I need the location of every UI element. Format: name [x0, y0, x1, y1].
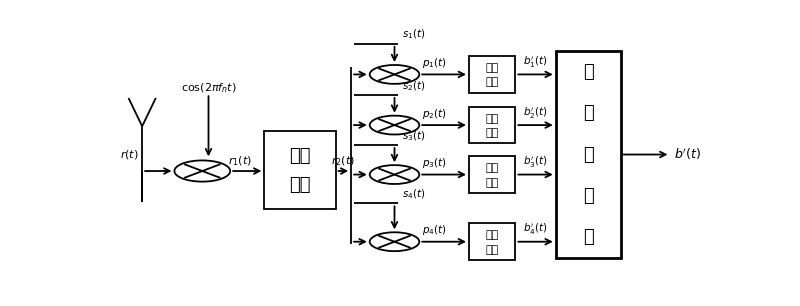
Circle shape: [370, 232, 419, 251]
Text: $\cos(2\pi f_n t)$: $\cos(2\pi f_n t)$: [181, 82, 236, 95]
Text: $b_2'(t)$: $b_2'(t)$: [523, 106, 548, 121]
Bar: [469, 156, 515, 193]
Text: 积分: 积分: [486, 114, 498, 124]
Bar: [469, 223, 515, 260]
Text: $b'(t)$: $b'(t)$: [674, 147, 701, 162]
Bar: [264, 131, 336, 209]
Text: $p_1(t)$: $p_1(t)$: [422, 56, 447, 70]
Circle shape: [370, 65, 419, 84]
Text: 判决: 判决: [486, 77, 498, 88]
Text: 积分: 积分: [486, 163, 498, 174]
Text: $r(t)$: $r(t)$: [120, 148, 138, 161]
Circle shape: [174, 160, 230, 182]
Text: 判决: 判决: [486, 128, 498, 138]
Text: 判决: 判决: [486, 177, 498, 188]
Text: 积分: 积分: [486, 63, 498, 73]
Circle shape: [370, 165, 419, 184]
Text: 积分: 积分: [486, 230, 498, 241]
Text: $p_2(t)$: $p_2(t)$: [422, 107, 447, 121]
Text: $b_4'(t)$: $b_4'(t)$: [523, 222, 548, 237]
Circle shape: [370, 116, 419, 135]
Bar: [469, 56, 515, 93]
Text: 串: 串: [583, 146, 594, 163]
Bar: [556, 51, 621, 258]
Text: 滤波: 滤波: [290, 176, 310, 194]
Text: 转: 转: [583, 187, 594, 205]
Text: $r_2(t)$: $r_2(t)$: [331, 155, 355, 168]
Text: $p_3(t)$: $p_3(t)$: [422, 156, 447, 170]
Text: 并: 并: [583, 63, 594, 80]
Text: $b_1'(t)$: $b_1'(t)$: [523, 55, 548, 70]
Text: 带通: 带通: [290, 147, 310, 165]
Bar: [469, 107, 515, 143]
Text: 判决: 判决: [486, 245, 498, 255]
Text: ／: ／: [583, 104, 594, 122]
Text: $p_4(t)$: $p_4(t)$: [422, 223, 447, 237]
Text: $s_3(t)$: $s_3(t)$: [402, 129, 426, 143]
Text: $s_2(t)$: $s_2(t)$: [402, 79, 426, 93]
Text: $r_1(t)$: $r_1(t)$: [227, 155, 251, 168]
Text: $b_3'(t)$: $b_3'(t)$: [523, 155, 548, 170]
Text: $s_4(t)$: $s_4(t)$: [402, 188, 426, 201]
Text: 换: 换: [583, 229, 594, 246]
Text: $s_1(t)$: $s_1(t)$: [402, 28, 426, 41]
